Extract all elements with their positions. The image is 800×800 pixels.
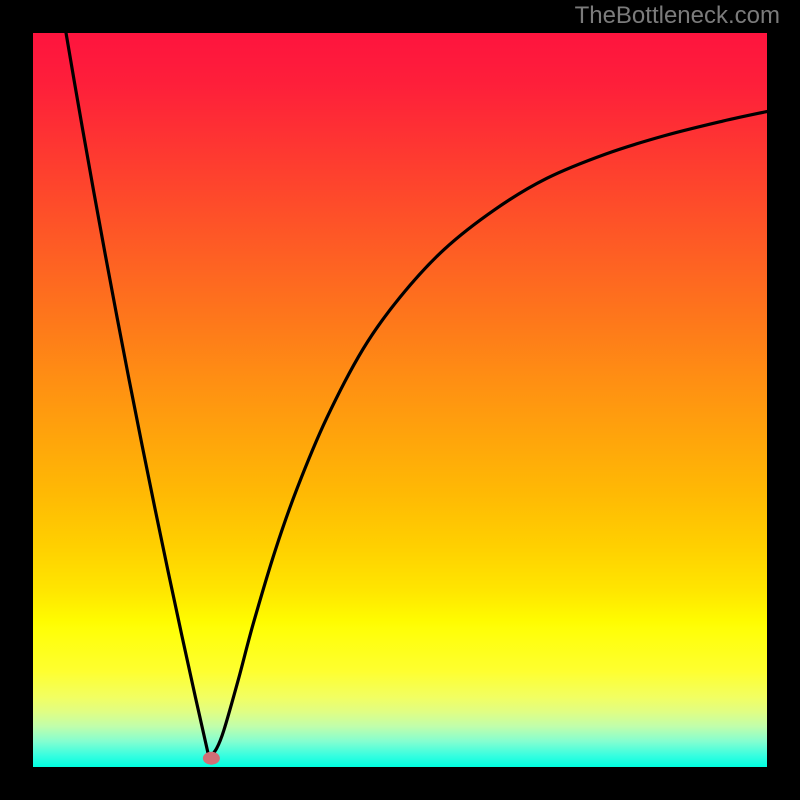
plot-svg [33, 33, 767, 767]
optimal-point-marker [203, 752, 220, 765]
bottleneck-curve [66, 33, 767, 758]
plot-area [33, 33, 767, 767]
watermark-text: TheBottleneck.com [575, 2, 780, 30]
